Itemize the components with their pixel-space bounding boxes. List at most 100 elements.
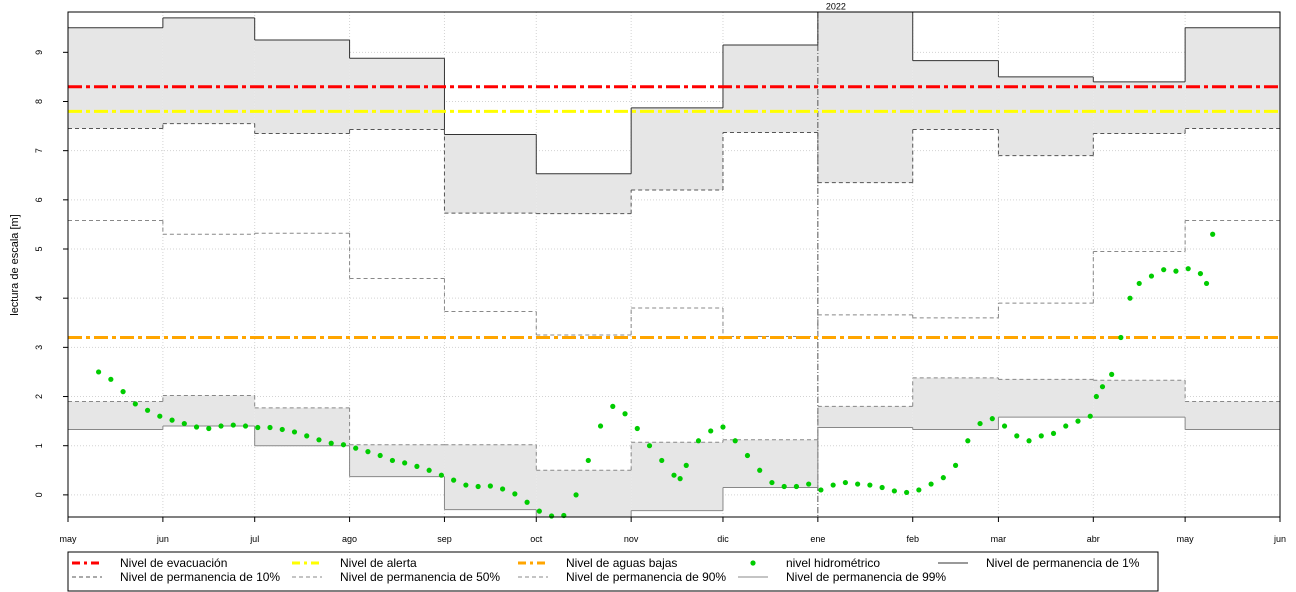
legend-label: Nivel de aguas bajas: [566, 556, 677, 570]
data-point: [1075, 418, 1081, 424]
data-point: [916, 487, 922, 493]
data-point: [169, 417, 175, 423]
data-point: [1118, 334, 1124, 341]
data-point: [891, 488, 897, 494]
data-point: [1127, 295, 1133, 301]
data-point: [512, 491, 518, 497]
data-point: [377, 452, 383, 459]
shading: [1093, 380, 1186, 418]
data-point: [1173, 268, 1179, 274]
data-point: [952, 462, 959, 468]
data-point: [1109, 371, 1115, 378]
data-point: [879, 484, 885, 491]
plot-border: [67, 11, 1281, 518]
data-point: [1001, 423, 1008, 429]
data-point: [267, 424, 273, 431]
data-point: [1087, 413, 1093, 419]
data-point: [108, 376, 114, 382]
shading: [817, 12, 913, 183]
data-point: [218, 423, 224, 429]
x-tick-label: dic: [717, 534, 729, 544]
data-point: [414, 463, 420, 469]
data-point: [389, 457, 396, 464]
y-tick-label: 6: [34, 197, 44, 202]
data-point: [291, 429, 298, 435]
data-point: [1063, 423, 1069, 429]
data-point: [573, 492, 579, 498]
data-point: [757, 467, 763, 473]
shading: [1093, 81, 1186, 134]
data-point: [500, 486, 506, 492]
data-point: [120, 389, 126, 395]
data-point: [524, 499, 530, 505]
data-point: [230, 422, 236, 428]
x-tick-label: nov: [624, 534, 639, 544]
shading: [722, 439, 818, 488]
data-point: [965, 438, 971, 444]
data-point: [1210, 231, 1216, 237]
x-tick-label: jun: [1273, 534, 1286, 544]
data-point: [1093, 393, 1099, 400]
legend-label: nivel hidrométrico: [786, 556, 880, 570]
data-point: [1203, 280, 1210, 287]
shading: [162, 17, 255, 124]
y-axis-label: lectura de escala [m]: [9, 214, 21, 316]
legend-symbol: [750, 560, 756, 566]
data-point: [157, 413, 163, 419]
x-tick-label: mar: [991, 534, 1007, 544]
x-tick-label: jul: [249, 534, 259, 544]
data-point: [242, 423, 249, 429]
x-tick-label: may: [59, 534, 77, 544]
data-point: [1038, 433, 1044, 439]
shading: [68, 401, 163, 430]
legend-label: Nivel de alerta: [340, 556, 417, 570]
legend-label: Nivel de permanencia de 50%: [340, 570, 500, 584]
x-tick-label: ene: [810, 534, 825, 544]
y-tick-label: 4: [34, 296, 44, 301]
y-tick-label: 5: [34, 247, 44, 252]
data-point: [708, 428, 714, 434]
data-point: [1014, 433, 1020, 439]
y-tick-label: 8: [34, 99, 44, 104]
data-point: [585, 457, 591, 464]
data-point: [1197, 270, 1204, 277]
data-point: [255, 424, 261, 431]
data-point: [1161, 267, 1167, 273]
x-tick-label: jun: [156, 534, 169, 544]
y-tick-label: 2: [34, 394, 44, 399]
data-point: [279, 426, 285, 433]
data-point: [830, 482, 836, 488]
x-tick-label: may: [1177, 534, 1195, 544]
data-point: [928, 481, 934, 487]
data-point: [463, 482, 469, 488]
shading: [912, 377, 999, 430]
data-point: [818, 487, 824, 493]
data-point: [193, 424, 200, 430]
data-point: [365, 449, 371, 455]
y-tick-label: 7: [34, 148, 44, 153]
data-point: [304, 433, 310, 439]
data-point: [316, 437, 322, 443]
data-point: [340, 442, 347, 448]
data-point: [451, 477, 457, 483]
shading: [1185, 401, 1280, 430]
data-point: [769, 479, 775, 486]
data-point: [1148, 273, 1155, 279]
data-point: [904, 489, 910, 496]
data-point: [181, 420, 187, 427]
data-point: [144, 407, 151, 413]
shading: [631, 107, 723, 191]
data-point: [659, 457, 665, 464]
data-point: [402, 460, 408, 466]
year-label: 2022: [826, 1, 846, 11]
data-point: [475, 483, 481, 490]
data-point: [328, 440, 334, 446]
shading: [998, 379, 1094, 418]
data-point: [732, 438, 738, 444]
x-tick-label: ago: [342, 534, 357, 544]
x-tick-label: sep: [437, 534, 452, 544]
data-point: [806, 481, 812, 487]
legend-label: Nivel de evacuación: [120, 556, 227, 570]
data-point: [634, 425, 640, 432]
legend-label: Nivel de permanencia de 99%: [786, 570, 946, 584]
